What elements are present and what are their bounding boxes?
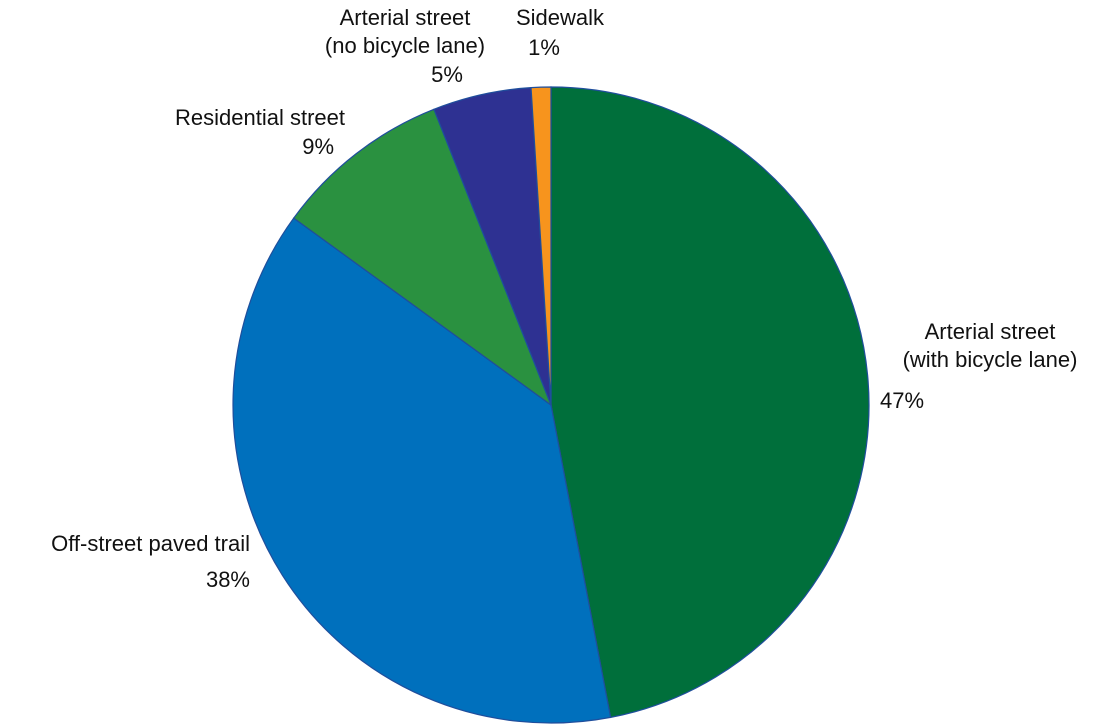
value-label: 9% bbox=[302, 134, 334, 159]
slice-label: Off-street paved trail bbox=[51, 531, 250, 556]
pie-slice bbox=[550, 86, 870, 719]
slice-label: Residential street bbox=[175, 105, 345, 130]
pie-slice bbox=[530, 86, 552, 406]
value-label: 1% bbox=[528, 35, 560, 60]
pie-slice bbox=[232, 217, 612, 724]
value-label: 5% bbox=[431, 62, 463, 87]
slice-label: Arterial street (no bicycle lane) bbox=[324, 5, 486, 58]
slice-label: Sidewalk bbox=[515, 5, 605, 30]
value-label: 47% bbox=[880, 388, 925, 413]
slice-label: Arterial street (with bicycle lane) bbox=[902, 319, 1078, 372]
pie-slice bbox=[292, 108, 553, 407]
value-label: 38% bbox=[205, 567, 250, 592]
